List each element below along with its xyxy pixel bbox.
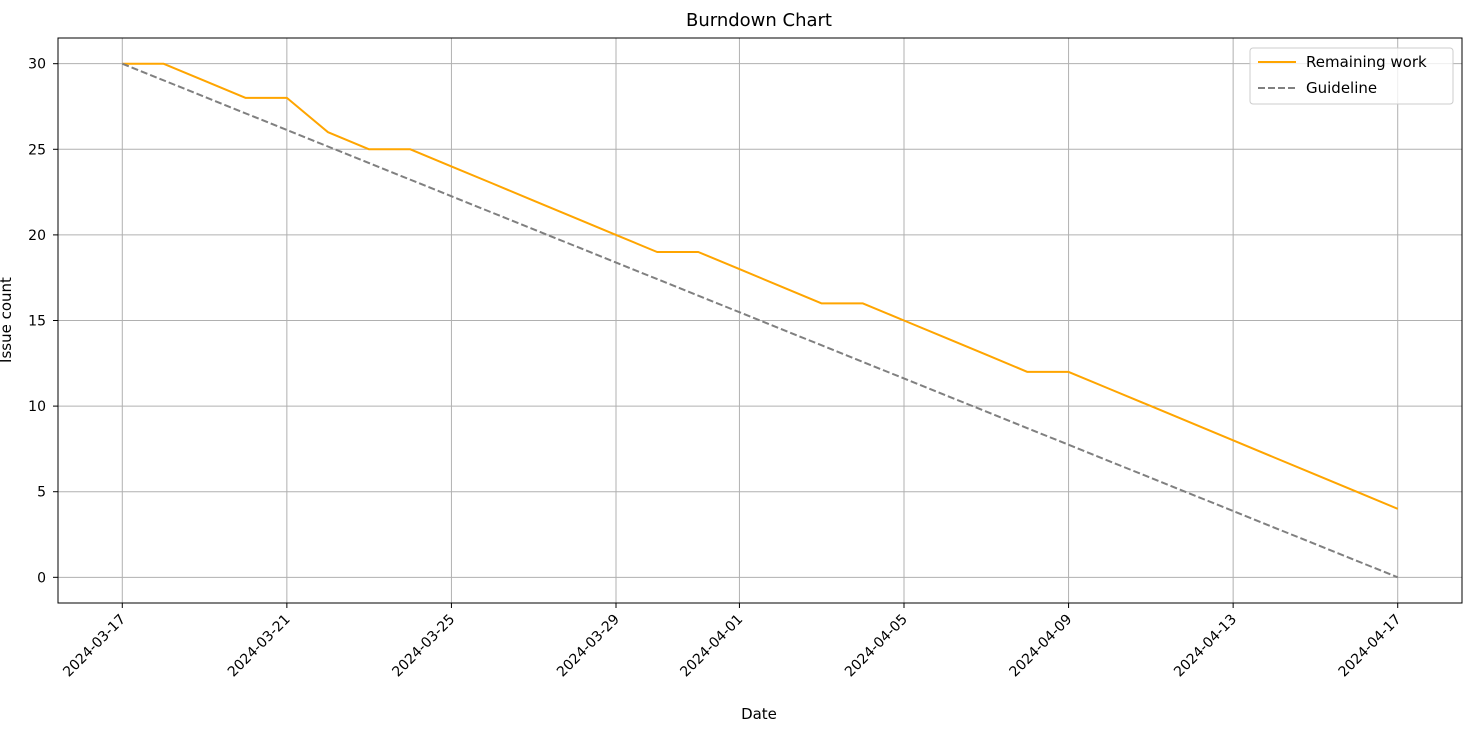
chart-title: Burndown Chart: [686, 10, 832, 31]
x-tick-label: 2024-03-21: [225, 612, 294, 681]
x-tick-label: 2024-03-29: [554, 612, 623, 681]
y-tick-label: 5: [37, 485, 46, 501]
series-line-guideline: [121, 62, 1399, 579]
series-layer: [121, 62, 1399, 579]
legend-label-guideline: Guideline: [1306, 79, 1377, 97]
x-tick-label: 2024-04-01: [677, 612, 746, 681]
axis-ticks: 2024-03-17 2024-03-21 2024-03-25 2024-03-29…: [28, 57, 1404, 681]
x-axis-label: Date: [741, 705, 777, 723]
legend-box: [1249, 47, 1454, 105]
y-tick-label: 15: [28, 314, 46, 330]
x-tick-label: 2024-03-17: [60, 612, 129, 681]
y-tick-label: 25: [28, 142, 46, 158]
series-line-remaining-work: [122, 62, 1399, 510]
x-tick-label: 2024-04-09: [1007, 612, 1076, 681]
y-tick-label: 0: [37, 570, 46, 586]
y-tick-label: 10: [28, 399, 46, 415]
legend: Remaining work Guideline: [1249, 47, 1454, 105]
y-tick-label: 30: [28, 57, 46, 73]
y-axis-label: Issue count: [0, 277, 15, 363]
x-tick-label: 2024-04-05: [842, 612, 911, 681]
legend-label-remaining-work: Remaining work: [1306, 53, 1427, 71]
x-tick-label: 2024-04-17: [1336, 612, 1405, 681]
y-tick-label: 20: [28, 228, 46, 244]
x-tick-label: 2024-04-13: [1171, 612, 1240, 681]
x-tick-label: 2024-03-25: [389, 612, 458, 681]
grid-lines: [58, 38, 1462, 603]
